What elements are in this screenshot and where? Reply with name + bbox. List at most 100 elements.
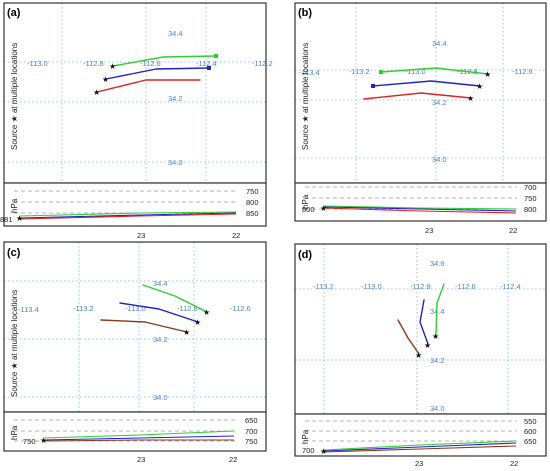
panel-a-red-source-star-icon: ★ <box>93 88 100 97</box>
panel-d-lon-label: -113.2 <box>313 282 334 291</box>
panel-c-pressure-label: 700 <box>245 427 258 436</box>
panel-d-xtick-label: 22 <box>510 459 518 468</box>
panel-d: (d) -113.2 -113.0 -112.8 -112.6 -112.4 3… <box>294 243 547 468</box>
panel-b-lon-label: -112.6 <box>512 67 533 76</box>
panel-b-xtick-label: 22 <box>509 226 517 235</box>
panel-d-pressure-label: 650 <box>524 437 537 446</box>
panel-a-lon-label: -112.8 <box>83 59 104 68</box>
panel-d-blue-source-star-icon: ★ <box>424 341 431 350</box>
panel-a-pressure-plot: 750 800 850 881 ★ hPa <box>0 182 267 227</box>
panel-d-pressure-frame <box>294 413 547 457</box>
panel-c-green-source-star-icon: ★ <box>203 308 210 317</box>
panel-b-hpa-label: hPa <box>301 194 310 209</box>
panel-b-red-vertical-trajectory <box>323 207 517 214</box>
panel-b-pressure-frame <box>294 182 547 222</box>
panel-b-lat-label: 34.2 <box>432 98 447 107</box>
panel-b-blue-vertical-trajectory <box>323 206 517 212</box>
panel-d-lat-label: 34.0 <box>430 404 445 413</box>
panel-d-pressure-plot: 550 600 650 700 ★ hPa <box>294 413 547 457</box>
panel-a-blue-trajectory <box>105 67 210 80</box>
panel-d-brown-trajectory <box>397 319 420 355</box>
panel-c-lon-label: -113.2 <box>73 304 94 313</box>
panel-b-pressure-label: 700 <box>524 183 537 192</box>
panel-d-pressure-label: 550 <box>524 417 537 426</box>
panel-c-pressure-frame <box>3 411 267 452</box>
panel-b: (b) -113.4 -113.2 -113.0 -112.8 -112.6 3… <box>294 2 547 235</box>
panel-c-lon-label: -112.8 <box>177 304 198 313</box>
panel-d-grid <box>295 244 546 414</box>
panel-c-lon-label: -113.0 <box>125 304 146 313</box>
panel-c-xtick-label: 22 <box>229 455 237 464</box>
panel-a-blue-marker <box>207 66 211 70</box>
panel-d-source-pressure-label: 700 <box>302 446 315 455</box>
panel-d-lon-label: -112.8 <box>410 282 431 291</box>
panel-d-green-trajectory <box>435 283 445 336</box>
panel-b-lat-label: 34.0 <box>432 155 447 164</box>
panel-d-lat-label: 34.6 <box>430 259 445 268</box>
panel-a: (a) -113.0 -112.8 -112.6 -112.4 -112.2 3… <box>0 2 273 240</box>
panel-a-ylabel: Source ★ at multiple locations <box>10 43 19 150</box>
panel-b-lon-label: -113.4 <box>299 68 320 77</box>
panel-b-blue-marker <box>371 84 375 88</box>
panel-b-lat-label: 34.4 <box>432 39 447 48</box>
panel-a-blue-vertical-trajectory <box>19 212 237 219</box>
panel-c-brown-vertical-trajectory <box>43 439 234 442</box>
panel-c-green-vertical-trajectory <box>43 430 235 439</box>
panel-a-green-vertical-trajectory <box>19 211 237 217</box>
panel-a-lon-label: -113.0 <box>27 59 48 68</box>
panel-d-lat-label: 34.2 <box>430 356 445 365</box>
panel-b-xtick-label: 23 <box>425 226 433 235</box>
panel-c-blue-trajectory <box>119 302 199 323</box>
panel-d-hpa-label: hPa <box>301 429 310 444</box>
panel-a-pressure-frame <box>3 182 267 227</box>
panel-a-green-marker <box>214 54 218 58</box>
panel-b-pressure-label: 750 <box>524 194 537 203</box>
panel-b-red-source-star-icon: ★ <box>467 94 474 103</box>
panel-a-red-trajectory <box>96 79 201 93</box>
panel-c-pressure-source-star-icon: ★ <box>40 436 47 445</box>
panel-c-ylabel: Source ★ at multiple locations <box>10 290 19 397</box>
panel-b-blue-trajectory <box>372 80 481 87</box>
panel-d-xtick-label: 23 <box>415 459 423 468</box>
panel-b-lon-label: -113.0 <box>405 67 426 76</box>
panel-b-lon-label: -113.2 <box>349 67 370 76</box>
panel-a-red-vertical-trajectory <box>19 213 237 220</box>
panel-c-lon-label: -112.6 <box>230 304 251 313</box>
panel-c-pressure-plot: 650 700 750 750 ★ hPa <box>3 411 267 452</box>
panel-b-ylabel: Source ★ at multiple locations <box>301 43 310 150</box>
panel-c-lat-label: 34.0 <box>153 393 168 402</box>
panel-b-green-marker <box>379 70 383 74</box>
panel-c-xtick-label: 23 <box>137 455 145 464</box>
panel-a-xtick-label: 22 <box>232 231 240 240</box>
panel-c-green-trajectory <box>142 284 208 313</box>
panel-a-pressure-label: 850 <box>246 209 259 218</box>
panel-b-green-trajectory <box>380 67 489 75</box>
panel-b-label: (b) <box>298 7 312 19</box>
panel-a-lat-label: 34.2 <box>168 94 183 103</box>
panel-b-green-source-star-icon: ★ <box>484 70 491 79</box>
panel-d-blue-vertical-trajectory <box>323 442 517 452</box>
panel-d-brown-vertical-trajectory <box>323 445 517 453</box>
panel-b-red-trajectory <box>363 92 472 100</box>
panel-b-pressure-source-star-icon: ★ <box>320 204 327 213</box>
panel-a-lon-label: -112.6 <box>140 59 161 68</box>
panel-b-pressure-plot: 700 750 800 800 ★ hPa <box>294 182 547 222</box>
panel-c: (c) -113.4 -113.2 -113.0 -112.8 -112.6 3… <box>3 241 267 464</box>
panel-a-hpa-label: hPa <box>10 198 19 213</box>
panel-b-source-pressure-label: 800 <box>302 205 315 214</box>
panel-d-brown-source-star-icon: ★ <box>415 351 422 360</box>
panel-c-brown-trajectory <box>100 319 188 333</box>
panel-b-green-vertical-trajectory <box>323 205 517 210</box>
panel-c-lat-label: 34.2 <box>153 335 168 344</box>
panel-d-lon-label: -113.0 <box>361 282 382 291</box>
panel-d-pressure-source-star-icon: ★ <box>320 447 327 456</box>
panel-d-green-vertical-trajectory <box>323 440 517 451</box>
panel-d-green-source-star-icon: ★ <box>432 332 439 341</box>
panel-a-label: (a) <box>7 7 21 19</box>
panel-d-blue-trajectory <box>419 299 429 345</box>
panel-a-pressure-label: 750 <box>246 187 259 196</box>
panel-a-green-source-star-icon: ★ <box>109 62 116 71</box>
panel-b-blue-source-star-icon: ★ <box>476 82 483 91</box>
panel-c-pressure-label: 750 <box>245 437 258 446</box>
